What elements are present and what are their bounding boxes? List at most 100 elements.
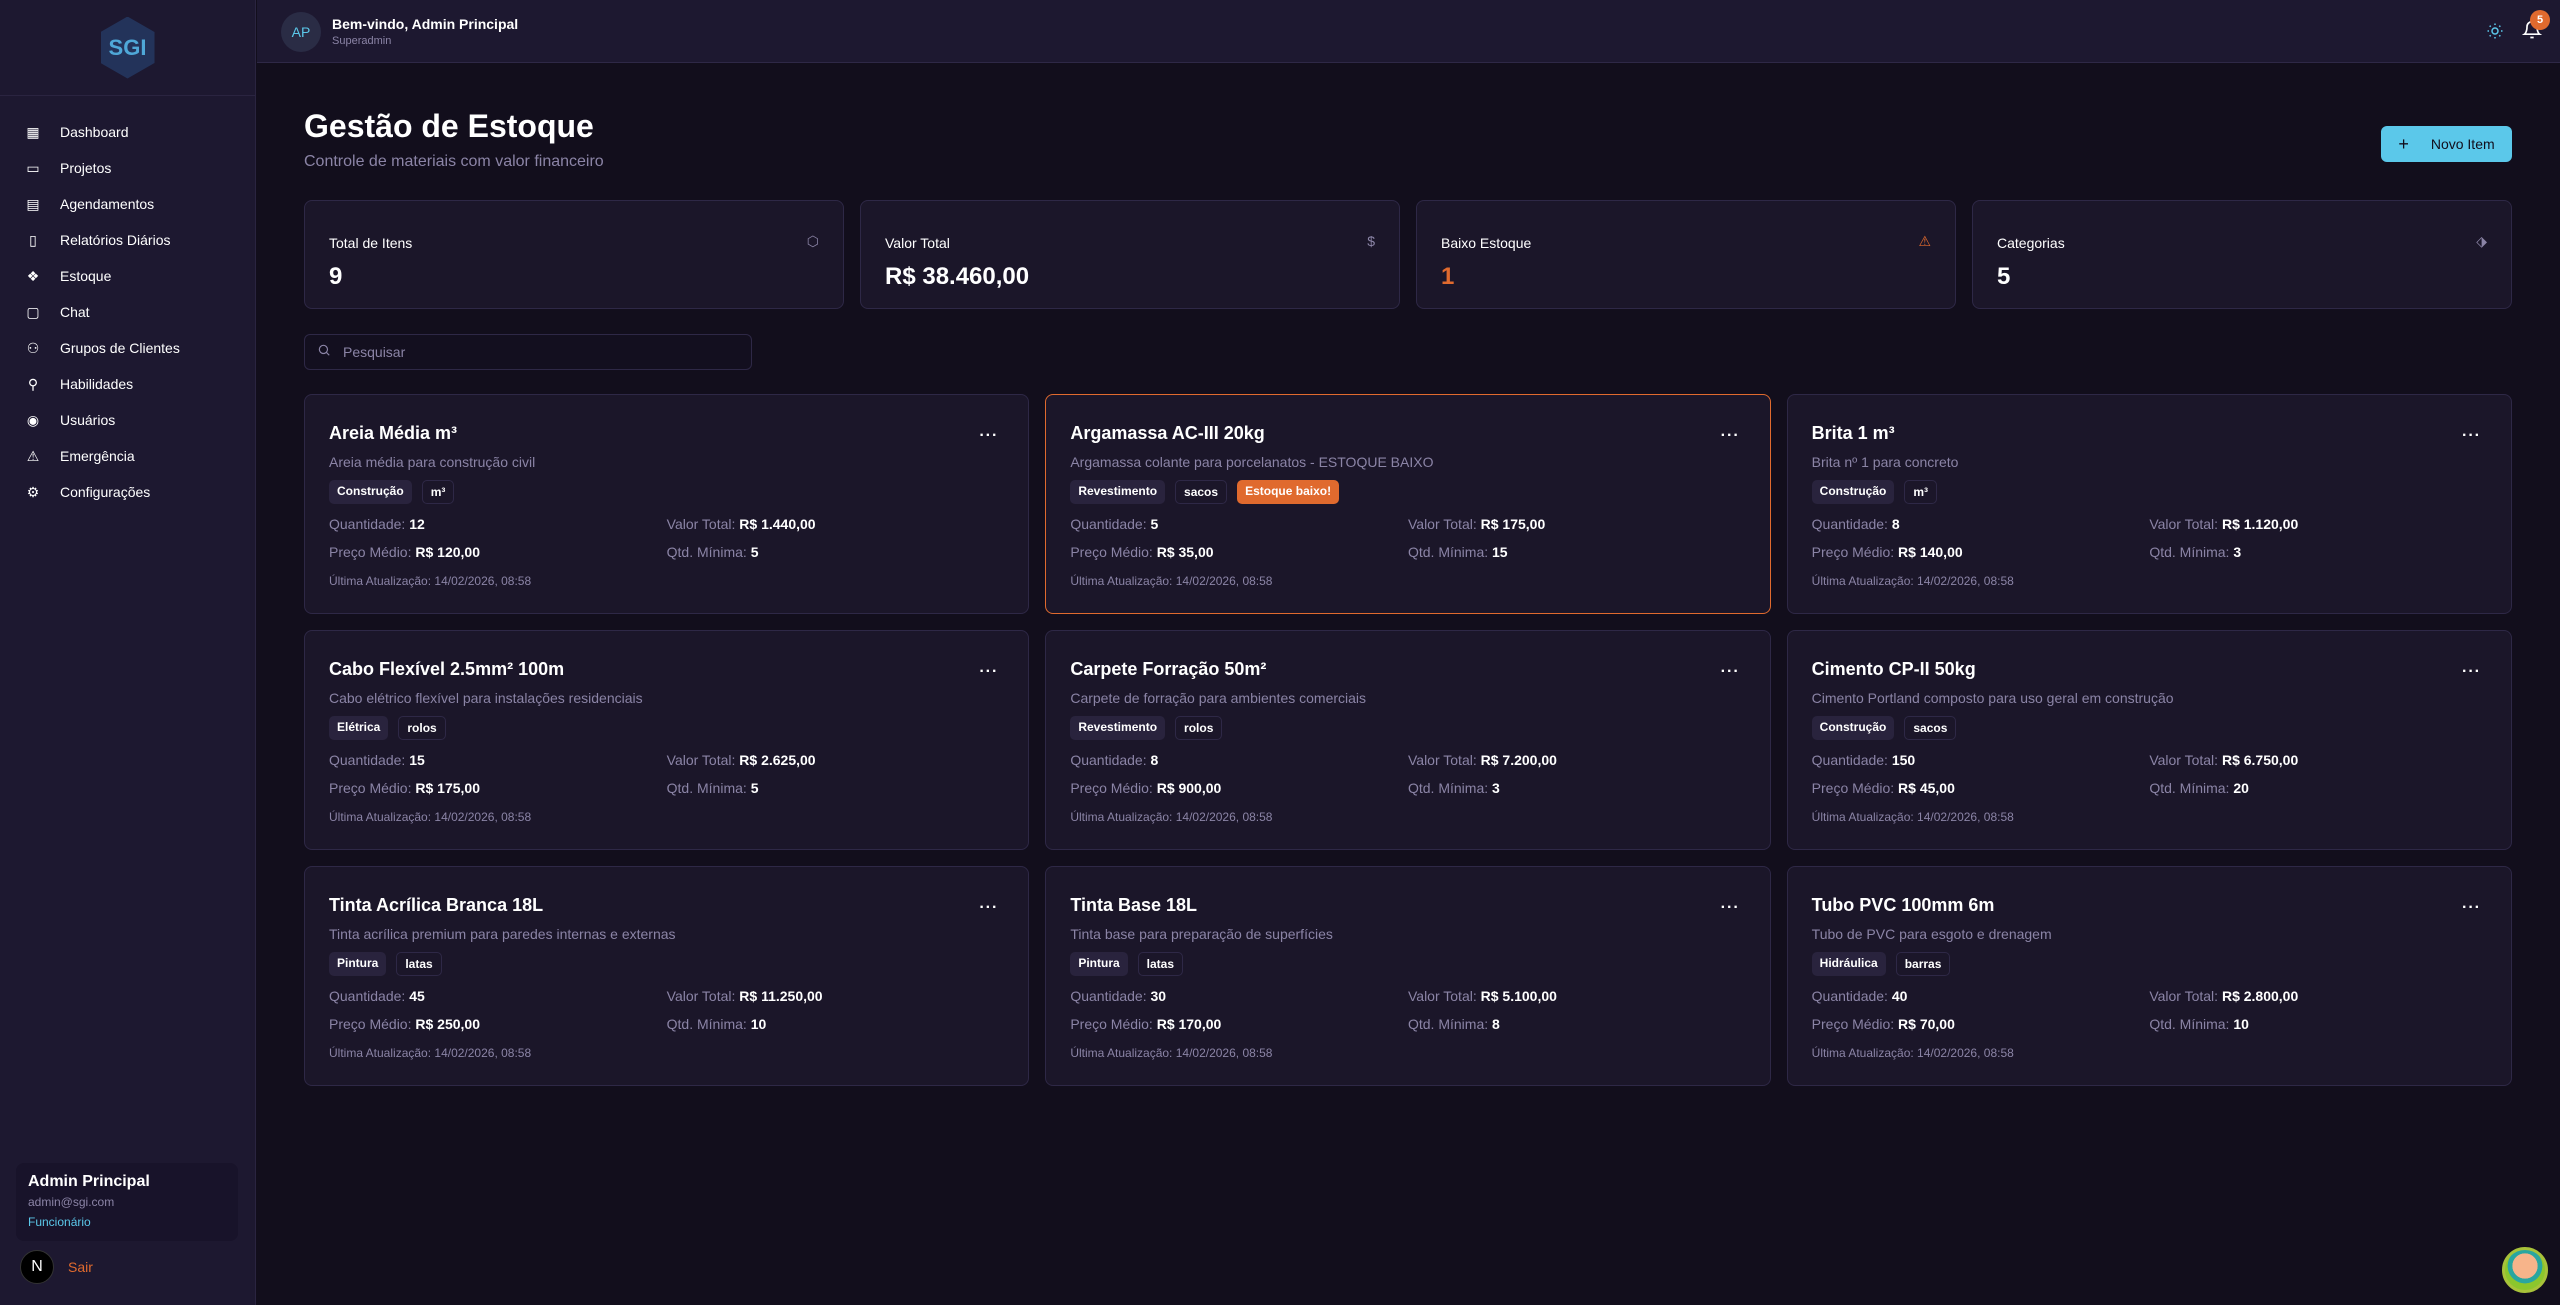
- quantity-field: Quantidade: 40: [1811, 988, 1908, 1004]
- sidebar-item-10[interactable]: ⚙ Configurações: [0, 474, 255, 510]
- more-options-icon[interactable]: ···: [2462, 427, 2481, 444]
- quantity-field: Quantidade: 150: [1811, 752, 1916, 768]
- wrench-icon: ⚲: [27, 375, 39, 392]
- sidebar-item-label: Habilidades: [60, 376, 134, 392]
- category-tag: Construção: [1811, 480, 1895, 504]
- total-value-field: Valor Total: R$ 7.200,00: [1407, 752, 1557, 768]
- stat-value: R$ 38.460,00: [885, 263, 1030, 290]
- more-options-icon[interactable]: ···: [979, 899, 999, 916]
- min-qty-field: Qtd. Mínima: 3: [2149, 544, 2242, 560]
- new-item-button[interactable]: + Novo Item: [2381, 126, 2512, 162]
- sidebar-item-label: Grupos de Clientes: [60, 340, 180, 356]
- stat-value: 5: [1997, 263, 2011, 290]
- item-card[interactable]: Tinta Base 18L ··· Tinta base para prepa…: [1045, 866, 1771, 1086]
- package-icon: ⬡: [806, 233, 819, 249]
- more-options-icon[interactable]: ···: [1720, 899, 1740, 916]
- stat-label: Valor Total: [885, 235, 950, 251]
- stat-card: Valor Total R$ 38.460,00 $: [860, 200, 1400, 309]
- folder-icon: ▭: [26, 159, 40, 176]
- sidebar-item-5[interactable]: ▢ Chat: [0, 294, 255, 330]
- items-grid: Areia Média m³ ··· Areia média para cons…: [304, 394, 2512, 1086]
- sidebar-item-label: Configurações: [60, 484, 151, 500]
- stat-card: Total de Itens 9 ⬡: [304, 200, 844, 309]
- item-card[interactable]: Brita 1 m³ ··· Brita nº 1 para concreto …: [1786, 394, 2512, 614]
- total-value-field: Valor Total: R$ 6.750,00: [2149, 752, 2299, 768]
- min-qty-field: Qtd. Mínima: 8: [1407, 1016, 1500, 1032]
- floating-assistant-button[interactable]: [2502, 1247, 2548, 1293]
- avg-price-field: Preço Médio: R$ 140,00: [1811, 544, 1963, 560]
- search-icon: [317, 343, 331, 362]
- item-name: Brita 1 m³: [1811, 423, 1895, 443]
- item-card[interactable]: Tinta Acrílica Branca 18L ··· Tinta acrí…: [304, 866, 1030, 1086]
- more-options-icon[interactable]: ···: [2462, 899, 2481, 916]
- last-updated: Última Atualização: 14/02/2026, 08:58: [329, 810, 532, 824]
- item-card[interactable]: Areia Média m³ ··· Areia média para cons…: [304, 394, 1030, 614]
- item-description: Cimento Portland composto para uso geral…: [1811, 690, 2174, 706]
- search-input[interactable]: [343, 344, 723, 360]
- sidebar-item-6[interactable]: ⚇ Grupos de Clientes: [0, 330, 255, 366]
- page-title: Gestão de Estoque: [304, 108, 594, 144]
- quantity-field: Quantidade: 8: [1811, 516, 1900, 532]
- alert-triangle-icon: ⚠: [26, 447, 40, 464]
- total-value-field: Valor Total: R$ 1.440,00: [666, 516, 816, 532]
- item-name: Areia Média m³: [329, 423, 458, 443]
- item-description: Cabo elétrico flexível para instalações …: [329, 690, 643, 706]
- more-options-icon[interactable]: ···: [2462, 663, 2481, 680]
- min-qty-field: Qtd. Mínima: 5: [666, 544, 759, 560]
- gear-icon: ⚙: [26, 483, 40, 500]
- more-options-icon[interactable]: ···: [979, 427, 999, 444]
- stats-row: Total de Itens 9 ⬡ Valor Total R$ 38.460,00 $…: [304, 200, 2512, 309]
- message-icon: ▢: [26, 303, 40, 320]
- sidebar-item-9[interactable]: ⚠ Emergência: [0, 438, 255, 474]
- item-description: Areia média para construção civil: [329, 454, 536, 470]
- stat-label: Baixo Estoque: [1441, 235, 1532, 251]
- avg-price-field: Preço Médio: R$ 120,00: [329, 544, 480, 560]
- layout-grid-icon: ▦: [26, 123, 40, 140]
- sidebar: SGI ▦ Dashboard ▭ Projetos ▤ Agendamentos ▯ Rel…: [0, 0, 256, 1305]
- sidebar-item-8[interactable]: ◉ Usuários: [0, 402, 255, 438]
- stat-label: Categorias: [1997, 235, 2065, 251]
- item-card[interactable]: Cabo Flexível 2.5mm² 100m ··· Cabo elétr…: [304, 630, 1030, 850]
- item-card[interactable]: Tubo PVC 100mm 6m ··· Tubo de PVC para e…: [1786, 866, 2512, 1086]
- last-updated: Última Atualização: 14/02/2026, 08:58: [329, 1046, 532, 1060]
- sidebar-item-label: Projetos: [60, 160, 112, 176]
- item-card[interactable]: Carpete Forração 50m² ··· Carpete de for…: [1045, 630, 1771, 850]
- new-item-label: Novo Item: [2430, 136, 2495, 152]
- unit-tag: sacos: [1175, 480, 1228, 504]
- stat-value: 9: [329, 263, 343, 290]
- alert-triangle-icon: ⚠: [1918, 233, 1931, 249]
- item-name: Argamassa AC-III 20kg: [1070, 423, 1265, 443]
- min-qty-field: Qtd. Mínima: 10: [2149, 1016, 2249, 1032]
- more-options-icon[interactable]: ···: [1720, 663, 1740, 680]
- avg-price-field: Preço Médio: R$ 170,00: [1070, 1016, 1222, 1032]
- sidebar-item-7[interactable]: ⚲ Habilidades: [0, 366, 255, 402]
- category-tag: Revestimento: [1070, 480, 1166, 504]
- sgi-logo[interactable]: SGI: [100, 16, 155, 79]
- min-qty-field: Qtd. Mínima: 10: [666, 1016, 767, 1032]
- n-avatar[interactable]: N: [20, 1250, 54, 1284]
- logout-button[interactable]: Sair: [68, 1259, 93, 1275]
- avg-price-field: Preço Médio: R$ 175,00: [329, 780, 480, 796]
- avatar[interactable]: AP: [281, 12, 321, 52]
- search-box[interactable]: [304, 334, 752, 370]
- sidebar-item-0[interactable]: ▦ Dashboard: [0, 114, 255, 150]
- sidebar-item-3[interactable]: ▯ Relatórios Diários: [0, 222, 255, 258]
- quantity-field: Quantidade: 15: [329, 752, 425, 768]
- item-card[interactable]: Cimento CP-II 50kg ··· Cimento Portland …: [1786, 630, 2512, 850]
- unit-tag: barras: [1895, 952, 1951, 976]
- quantity-field: Quantidade: 45: [329, 988, 425, 1004]
- item-card[interactable]: Argamassa AC-III 20kg ··· Argamassa cola…: [1045, 394, 1771, 614]
- avg-price-field: Preço Médio: R$ 45,00: [1811, 780, 1955, 796]
- sidebar-item-4[interactable]: ❖ Estoque: [0, 258, 255, 294]
- sidebar-item-2[interactable]: ▤ Agendamentos: [0, 186, 255, 222]
- total-value-field: Valor Total: R$ 175,00: [1407, 516, 1546, 532]
- more-options-icon[interactable]: ···: [979, 663, 999, 680]
- sidebar-item-1[interactable]: ▭ Projetos: [0, 150, 255, 186]
- top-header: AP Bem-vindo, Admin Principal Superadmin…: [257, 0, 2560, 63]
- min-qty-field: Qtd. Mínima: 3: [1407, 780, 1500, 796]
- theme-toggle-sun-icon[interactable]: [2486, 22, 2504, 45]
- item-name: Tinta Base 18L: [1070, 895, 1198, 915]
- page-subtitle: Controle de materiais com valor financei…: [304, 153, 604, 170]
- quantity-field: Quantidade: 12: [329, 516, 425, 532]
- more-options-icon[interactable]: ···: [1720, 427, 1740, 444]
